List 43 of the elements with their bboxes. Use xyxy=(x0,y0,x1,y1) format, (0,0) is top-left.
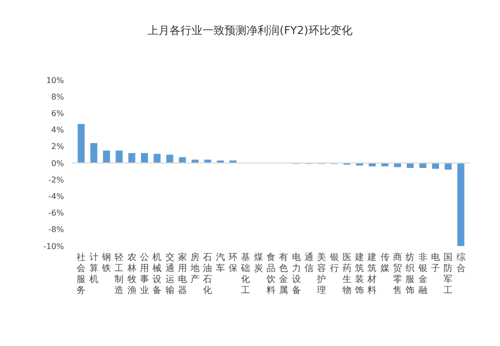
y-tick-label: 10% xyxy=(46,76,64,85)
x-tick-label: 房地产 xyxy=(190,252,200,285)
x-tick-label: 电子 xyxy=(431,252,440,274)
x-tick-label: 环保 xyxy=(228,253,238,274)
x-tick-label: 基础化工 xyxy=(240,252,250,296)
x-tick-label: 家用电器 xyxy=(178,252,187,296)
x-tick-label: 社会服务 xyxy=(76,252,86,296)
x-tick-label: 石油石化 xyxy=(203,253,212,296)
x-tick-label: 有色金属 xyxy=(279,252,288,296)
y-tick-label: -4% xyxy=(48,192,64,201)
x-tick-label: 建筑材料 xyxy=(366,252,377,296)
x-tick-label: 煤炭 xyxy=(254,252,263,274)
x-tick-label: 医药生物 xyxy=(342,252,352,296)
y-tick-label: -8% xyxy=(48,225,64,234)
x-tick-label: 交通运输 xyxy=(165,252,174,296)
y-tick-label: 4% xyxy=(51,126,64,135)
x-tick-label: 银行 xyxy=(328,252,339,274)
x-tick-label: 公用事业 xyxy=(140,252,149,296)
y-tick-label: 2% xyxy=(51,142,64,152)
y-tick-label: -10% xyxy=(43,242,64,251)
y-tick-label: -6% xyxy=(48,208,64,218)
x-tick-label: 美容护理 xyxy=(316,252,326,296)
x-tick-label: 计算机 xyxy=(89,252,98,285)
x-tick-label: 综合 xyxy=(456,252,466,274)
y-tick-label: -2% xyxy=(48,175,64,184)
x-tick-label: 电力设备 xyxy=(292,252,301,296)
x-tick-label: 汽车 xyxy=(216,252,225,274)
x-tick-label: 传媒 xyxy=(380,252,390,274)
y-tick-label: 8% xyxy=(51,92,64,102)
x-tick-label: 食品饮料 xyxy=(266,252,276,296)
x-tick-label: 非银金融 xyxy=(417,252,428,296)
x-tick-label: 国防军工 xyxy=(444,253,453,296)
y-tick-label: 0% xyxy=(51,158,64,168)
x-tick-label: 轻工制造 xyxy=(114,252,124,296)
x-tick-label: 钢铁 xyxy=(100,252,111,274)
x-tick-label: 纺织服饰 xyxy=(404,252,415,296)
x-tick-label: 通信 xyxy=(304,252,314,274)
x-tick-label: 农林牧渔 xyxy=(126,252,136,296)
x-tick-label: 建筑装饰 xyxy=(354,252,364,296)
x-tick-label: 商贸零售 xyxy=(393,252,402,296)
x-tick-label: 机械设备 xyxy=(152,252,162,296)
chart-title: 上月各行业一致预测净利润(FY2)环比变化 xyxy=(148,24,352,37)
y-tick-label: 6% xyxy=(51,109,64,118)
